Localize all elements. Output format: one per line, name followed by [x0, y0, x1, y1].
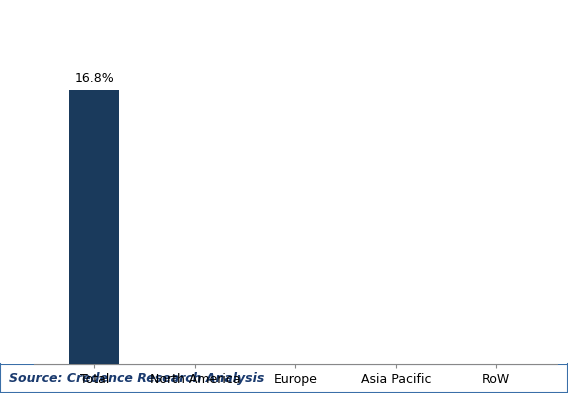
- Text: Source: Credence Research Analysis: Source: Credence Research Analysis: [9, 372, 264, 385]
- Text: 16.8%: 16.8%: [74, 72, 114, 84]
- Text: Electronic Shelf Label Market, By Geography, 2019-27 (CAGR %): Electronic Shelf Label Market, By Geogra…: [48, 11, 520, 26]
- Bar: [69, 90, 119, 364]
